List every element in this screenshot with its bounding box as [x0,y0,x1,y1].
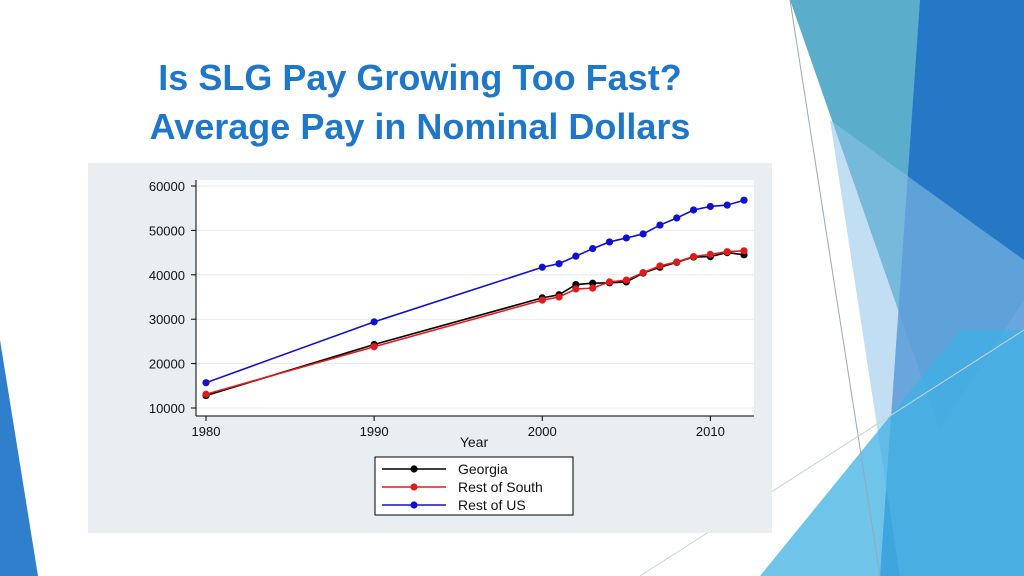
deco-shape-left [0,340,38,576]
legend-label-georgia: Georgia [458,461,508,477]
y-tick-label: 10000 [149,401,185,416]
x-tick-label: 2000 [528,424,557,439]
y-tick-label: 40000 [149,268,185,283]
data-point-rest-of-south [656,262,664,270]
data-point-rest-of-south [673,258,681,266]
data-point-rest-of-south [538,296,546,304]
deco-line [789,0,881,576]
line-chart: 10000 20000 30000 40000 50000 60000 1980 1990 20… [149,179,754,516]
data-point-rest-of-us [673,214,681,222]
data-point-rest-of-south [622,276,630,284]
data-point-rest-of-south [589,284,597,292]
y-tick-label: 60000 [149,179,185,194]
x-tick-label: 1990 [360,424,389,439]
data-point-rest-of-south [370,343,378,351]
data-point-rest-of-us [639,230,647,238]
axis-ticks: 10000 20000 30000 40000 50000 60000 1980 1990 20… [149,179,725,439]
x-tick-label: 2010 [696,424,725,439]
data-point-rest-of-south [706,250,714,258]
data-point-rest-of-us [605,238,614,246]
plot-area [196,180,754,416]
data-point-rest-of-us [622,234,630,242]
data-point-rest-of-us [370,318,378,326]
data-point-rest-of-south [572,285,580,293]
data-point-rest-of-us [706,202,714,211]
data-point-rest-of-south [639,268,647,277]
legend-label-rest-of-south: Rest of South [458,479,543,495]
deco-line-2 [639,329,1024,576]
data-point-rest-of-us [723,201,731,209]
data-point-rest-of-us [689,206,698,214]
y-tick-label: 20000 [149,357,185,372]
data-point-rest-of-us [589,245,597,253]
legend-marker-georgia [410,465,418,473]
legend-label-rest-of-us: Rest of US [458,497,526,513]
y-tick-label: 50000 [149,223,185,238]
data-point-rest-of-south [555,293,563,301]
chart-legend: Georgia Rest of South Rest of US [374,456,574,516]
data-point-rest-of-us [740,196,748,204]
slide-subtitle: Average Pay in Nominal Dollars [149,106,691,147]
legend-marker-rest-of-south [410,483,418,491]
data-point-rest-of-south [605,278,614,286]
data-point-rest-of-south [740,247,748,255]
data-point-rest-of-us [538,263,546,271]
grid-lines [196,185,754,409]
chart-panel: 10000 20000 30000 40000 50000 60000 1980 1990 20… [88,163,772,533]
slide-title: Is SLG Pay Growing Too Fast? [158,57,682,98]
legend-marker-rest-of-us [410,501,418,509]
data-point-rest-of-us [656,221,664,229]
x-tick-label: 1980 [192,424,221,439]
x-axis-title: Year [460,434,489,450]
data-point-rest-of-us [572,252,580,260]
series-lines [202,196,748,400]
data-point-rest-of-south [723,248,731,256]
data-point-rest-of-us [555,260,563,268]
y-tick-label: 30000 [149,312,185,327]
data-point-rest-of-south [202,390,210,398]
data-point-rest-of-us [202,379,210,387]
deco-shape-cyan [760,330,1024,576]
data-point-rest-of-south [689,252,698,261]
